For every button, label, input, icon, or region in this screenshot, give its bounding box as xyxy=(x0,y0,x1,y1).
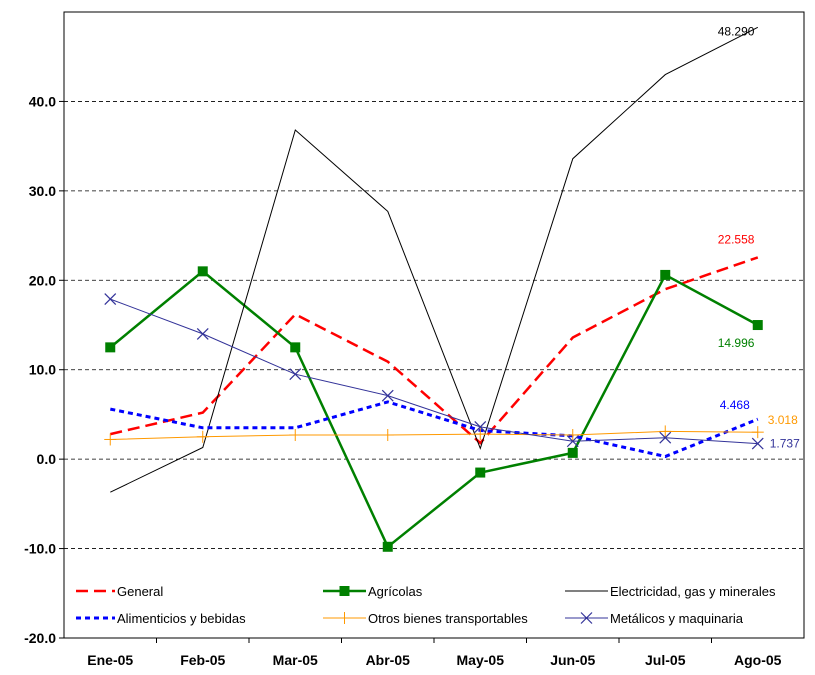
end-labels: 22.558 14.996 48.290 4.468 3.018 1.737 xyxy=(718,24,800,450)
data-point xyxy=(567,447,578,458)
data-point xyxy=(289,368,302,381)
x-tick-label: Ene-05 xyxy=(87,652,133,668)
y-axis-ticks: -20.0 -10.0 0.0 10.0 20.0 30.0 40.0 xyxy=(24,93,64,646)
data-point xyxy=(751,437,764,450)
data-point xyxy=(474,428,487,441)
legend-item-agricolas: Agrícolas xyxy=(323,584,423,599)
series-line xyxy=(110,26,759,493)
y-tick-label: 10.0 xyxy=(29,362,56,378)
x-tick-label: Abr-05 xyxy=(366,652,411,668)
legend-label: Agrícolas xyxy=(368,584,423,599)
data-point xyxy=(751,426,764,439)
series-line xyxy=(109,269,759,549)
x-tick-label: Ago-05 xyxy=(734,652,782,668)
gridlines xyxy=(64,101,804,549)
legend-marker xyxy=(580,612,593,624)
x-tick-label: Mar-05 xyxy=(273,652,318,668)
legend-marker xyxy=(338,612,351,624)
x-tick-label: May-05 xyxy=(457,652,505,668)
legend-label: Otros bienes transportables xyxy=(368,611,528,626)
legend-label: General xyxy=(117,584,163,599)
data-point xyxy=(474,421,487,433)
data-point xyxy=(104,293,117,305)
x-tick-label: Feb-05 xyxy=(180,652,225,668)
data-point xyxy=(196,328,209,340)
legend-marker xyxy=(339,586,350,596)
y-tick-label: -20.0 xyxy=(24,630,56,646)
series-metalicos-y-maquinaria xyxy=(104,293,764,450)
series-line xyxy=(110,430,758,440)
y-tick-label: -10.0 xyxy=(24,541,56,557)
legend-item-general: General xyxy=(76,584,163,599)
data-point xyxy=(566,435,579,448)
data-point xyxy=(381,389,394,402)
data-point xyxy=(659,425,672,438)
plot-area xyxy=(63,11,805,639)
series-line xyxy=(110,400,759,459)
y-tick-label: 20.0 xyxy=(29,272,56,288)
data-point xyxy=(104,433,117,446)
legend-item-alimenticios-y-bebidas: Alimenticios y bebidas xyxy=(76,611,246,626)
data-point xyxy=(105,342,116,353)
data-point xyxy=(659,431,672,444)
data-point xyxy=(752,320,763,331)
data-point xyxy=(566,428,579,441)
end-label: 1.737 xyxy=(770,437,800,451)
data-point xyxy=(475,467,486,478)
x-tick-label: Jun-05 xyxy=(550,652,595,668)
series-agricolas xyxy=(105,266,763,552)
data-point xyxy=(382,541,393,552)
data-point xyxy=(196,430,209,443)
y-tick-label: 30.0 xyxy=(29,183,56,199)
series-electricidad-gas-y-minerales xyxy=(110,26,759,493)
y-tick-label: 0.0 xyxy=(37,451,57,467)
series-layer xyxy=(104,26,764,552)
legend: General Agrícolas Electricidad, gas y mine… xyxy=(76,584,776,626)
end-label: 3.018 xyxy=(768,413,798,427)
data-point xyxy=(381,428,394,441)
end-label: 48.290 xyxy=(718,24,755,38)
data-point xyxy=(660,269,671,280)
series-line xyxy=(110,298,758,445)
y-tick-label: 40.0 xyxy=(29,93,56,109)
series-alimenticios-y-bebidas xyxy=(110,400,759,459)
data-point xyxy=(290,342,301,353)
legend-item-metalicos-y-maquinaria: Metálicos y maquinaria xyxy=(565,611,744,626)
end-label: 22.558 xyxy=(718,232,755,246)
x-tick-label: Jul-05 xyxy=(645,652,686,668)
legend-item-otros-bienes-transportables: Otros bienes transportables xyxy=(323,611,528,626)
end-label: 4.468 xyxy=(720,398,750,412)
legend-label: Electricidad, gas y minerales xyxy=(610,584,776,599)
data-point xyxy=(197,266,208,277)
series-otros-bienes-transportables xyxy=(104,425,764,446)
x-axis-ticks: Ene-05 Feb-05 Mar-05 Abr-05 May-05 Jun-05 Jul-… xyxy=(87,638,782,668)
legend-item-electricidad-gas-y-minerales: Electricidad, gas y minerales xyxy=(565,584,776,599)
legend-label: Metálicos y maquinaria xyxy=(610,611,744,626)
end-label: 14.996 xyxy=(718,336,755,350)
data-point xyxy=(289,428,302,441)
legend-label: Alimenticios y bebidas xyxy=(117,611,246,626)
